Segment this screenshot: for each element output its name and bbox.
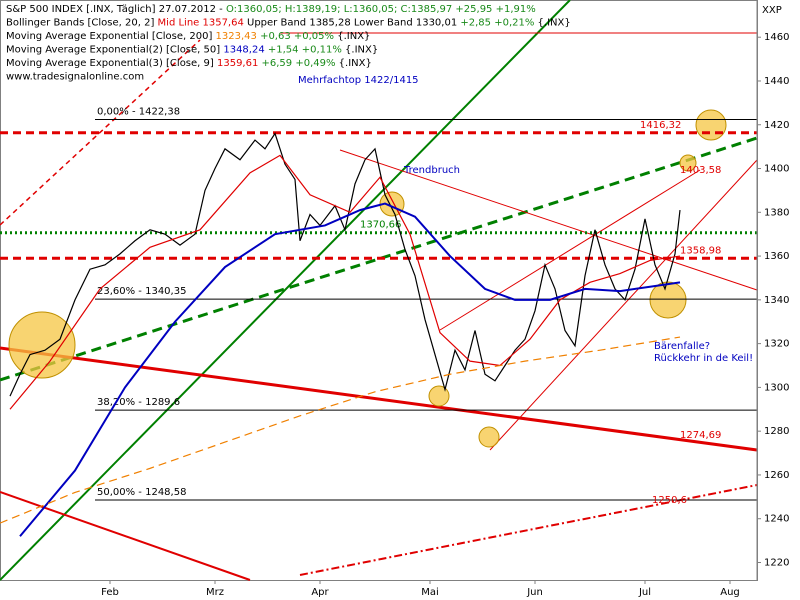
legend-text: 1323,43 [216, 31, 261, 42]
legend-text: Moving Average Exponential [Close, 200] [6, 31, 216, 42]
legend-text: Mid Line 1357,64 [158, 18, 247, 29]
legend-text: Moving Average Exponential(3) [Close, 9] [6, 58, 217, 69]
level-label: 50,00% - 1248,58 [97, 487, 186, 498]
y-tick-label: 1380 [764, 207, 789, 218]
legend-text: S&P 500 INDEX [.INX, Täglich] 27.07.2012… [6, 4, 226, 15]
legend-text: Moving Average Exponential(2) [Close, 50… [6, 45, 223, 56]
legend-text: www.tradesignalonline.com [6, 72, 144, 83]
legend-entry: www.tradesignalonline.com [6, 72, 144, 83]
corner-label: XXP [762, 5, 782, 16]
trend-line [439, 169, 701, 331]
legend-text: +1,54 +0,11% [268, 45, 345, 56]
annotation: Bärenfalle? [654, 341, 710, 352]
annotation: Mehrfachtop 1422/1415 [298, 75, 419, 86]
legend-entry: Moving Average Exponential [Close, 200] … [6, 31, 370, 42]
level-label: 38,20% - 1289,6 [97, 397, 180, 408]
x-tick-label: Aug [720, 587, 740, 598]
y-tick-label: 1220 [764, 557, 789, 568]
plot-frame [0, 0, 758, 581]
trend-line [489, 159, 758, 451]
trend-line [0, 0, 571, 581]
legend-entry: Moving Average Exponential(2) [Close, 50… [6, 45, 378, 56]
legend-text: 1348,24 [223, 45, 268, 56]
level-label: 1370,66 [360, 220, 401, 231]
legend-text: O:1360,05; H:1389,19; L:1360,05; C:1385,… [226, 4, 536, 15]
x-tick-label: Jul [638, 587, 651, 598]
level-label: 0,00% - 1422,38 [97, 107, 180, 118]
x-tick-label: Apr [311, 587, 329, 598]
y-tick-label: 1440 [764, 76, 789, 87]
series-line [9, 154, 681, 410]
y-tick-label: 1360 [764, 251, 789, 262]
series-line [0, 336, 681, 524]
trend-line [0, 346, 758, 452]
legend-text: +0,63 +0,05% [260, 31, 337, 42]
highlight-circle [8, 311, 76, 379]
legend-entry: Moving Average Exponential(3) [Close, 9]… [6, 58, 372, 69]
legend-text: 1359,61 [217, 58, 262, 69]
annotation: 1403,58 [680, 165, 721, 176]
y-tick-label: 1400 [764, 164, 789, 175]
highlight-circle [695, 109, 727, 141]
series-line [9, 132, 681, 397]
y-tick-label: 1320 [764, 339, 789, 350]
highlight-circle [428, 385, 450, 407]
legend-text: {.INX} [339, 58, 372, 69]
legend-text: {.INX} [337, 31, 370, 42]
level-label: 1358,98 [680, 245, 721, 256]
annotation: 1274,69 [680, 430, 721, 441]
highlight-circle [478, 426, 500, 448]
trend-line [339, 149, 758, 291]
legend-text: Upper Band 1385,28 Lower Band 1330,01 [247, 18, 460, 29]
highlight-circle [679, 154, 697, 172]
highlight-circle [649, 281, 687, 319]
legend-text: {.INX} [345, 45, 378, 56]
level-label: 23,60% - 1340,35 [97, 286, 186, 297]
y-tick-label: 1460 [764, 32, 789, 43]
y-tick-label: 1300 [764, 382, 789, 393]
x-tick-label: Mrz [206, 587, 224, 598]
y-tick-label: 1260 [764, 470, 789, 481]
highlights [8, 109, 727, 448]
trend-line [0, 136, 758, 382]
legend-text: +6,59 +0,49% [262, 58, 339, 69]
annotation: Rückkehr in de Keil! [654, 353, 753, 364]
legend-entry: S&P 500 INDEX [.INX, Täglich] 27.07.2012… [6, 4, 536, 15]
legend-text: {.INX} [538, 18, 571, 29]
level-label: 1416,32 [640, 120, 681, 131]
series-line [19, 202, 681, 537]
legend-text: +2,85 +0,21% [460, 18, 537, 29]
annotation: 1250,6 [652, 495, 687, 506]
legend-text: Bollinger Bands [Close, 20, 2] [6, 18, 158, 29]
annotation: Trendbruch [403, 165, 460, 176]
x-tick-label: Mai [421, 587, 439, 598]
y-tick-label: 1340 [764, 295, 789, 306]
x-tick-label: Jun [526, 587, 543, 598]
x-tick-label: Feb [101, 587, 119, 598]
legend-entry: Bollinger Bands [Close, 20, 2] Mid Line … [6, 18, 571, 29]
plot: 0,00% - 1422,38 23,60% - 1340,35 38,20% - … [0, 107, 757, 537]
y-tick-label: 1280 [764, 426, 789, 437]
y-tick-label: 1240 [764, 514, 789, 525]
trend-line [0, 39, 201, 226]
y-tick-label: 1420 [764, 120, 789, 131]
